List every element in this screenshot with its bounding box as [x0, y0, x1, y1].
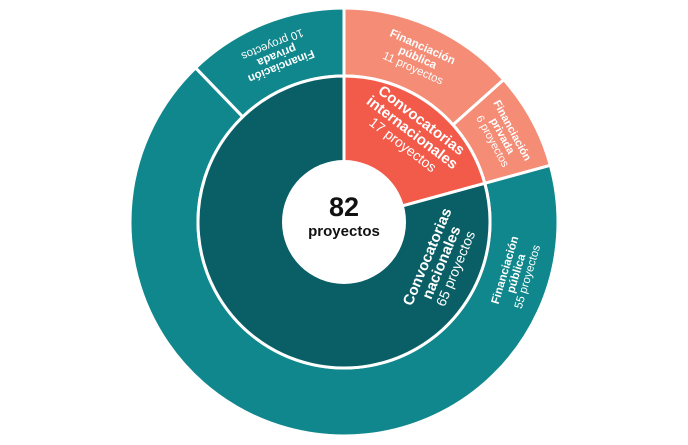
total-value: 82 — [329, 192, 359, 222]
outer-ring — [128, 6, 560, 438]
total-unit-label: proyectos — [308, 223, 380, 240]
center-hole — [282, 160, 406, 284]
